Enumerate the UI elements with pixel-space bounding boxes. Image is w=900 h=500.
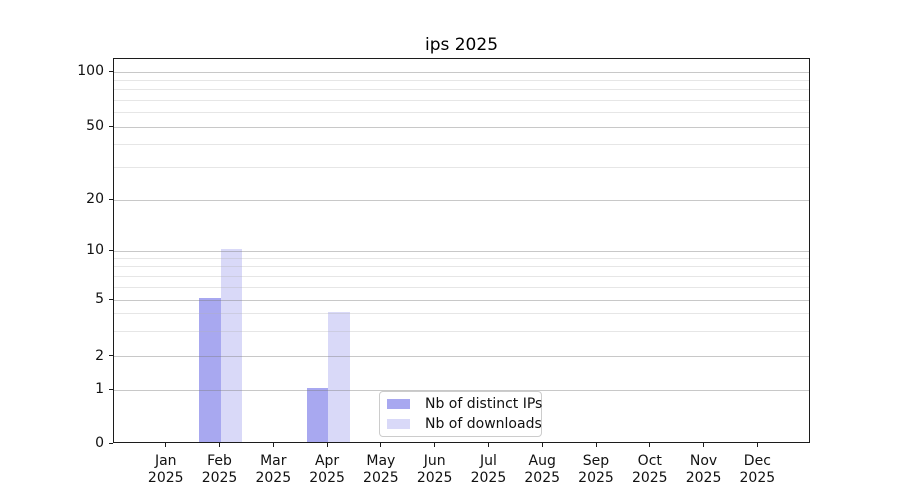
y-tick-mark bbox=[109, 298, 113, 300]
y-tick-label: 1 bbox=[95, 381, 104, 398]
y-tick-label: 50 bbox=[86, 118, 104, 135]
x-tick-mark bbox=[380, 443, 382, 447]
legend-row: Nb of distinct IPs bbox=[387, 396, 542, 413]
major-gridline bbox=[114, 356, 809, 358]
y-tick-label: 0 bbox=[95, 435, 104, 451]
y-tick-label: 5 bbox=[95, 291, 104, 307]
y-tick-label: 100 bbox=[77, 63, 104, 80]
x-tick-mark bbox=[541, 443, 543, 447]
minor-gridline bbox=[114, 313, 809, 315]
x-tick-label: May 2025 bbox=[363, 453, 399, 486]
legend-swatch bbox=[387, 399, 410, 410]
y-tick-mark bbox=[109, 70, 113, 72]
chart-title: ips 2025 bbox=[424, 35, 499, 55]
x-tick-mark bbox=[219, 443, 221, 447]
minor-gridline bbox=[114, 80, 809, 82]
minor-gridline bbox=[114, 167, 809, 169]
x-tick-mark bbox=[756, 443, 758, 447]
x-tick-mark bbox=[165, 443, 167, 447]
y-tick-mark bbox=[109, 388, 113, 390]
legend-label: Nb of downloads bbox=[425, 415, 542, 432]
y-tick-mark bbox=[109, 442, 113, 444]
legend-label: Nb of distinct IPs bbox=[425, 396, 543, 413]
x-tick-mark bbox=[649, 443, 651, 447]
x-tick-label: Jan 2025 bbox=[147, 453, 184, 486]
x-tick-mark bbox=[434, 443, 436, 447]
minor-gridline bbox=[114, 331, 809, 333]
minor-gridline bbox=[114, 275, 809, 277]
legend-row: Nb of downloads bbox=[387, 416, 542, 433]
x-tick-label: Jun 2025 bbox=[416, 453, 453, 486]
x-tick-label: Jul 2025 bbox=[470, 453, 507, 486]
y-tick-mark bbox=[109, 125, 113, 127]
y-tick-label: 20 bbox=[86, 191, 104, 208]
major-gridline bbox=[114, 71, 809, 73]
major-gridline bbox=[114, 199, 809, 201]
x-tick-mark bbox=[272, 443, 274, 447]
y-tick-label: 2 bbox=[95, 347, 104, 364]
x-tick-mark bbox=[595, 443, 597, 447]
minor-gridline bbox=[114, 100, 809, 101]
y-tick-mark bbox=[109, 249, 113, 251]
minor-gridline bbox=[114, 266, 809, 268]
x-tick-mark bbox=[487, 443, 489, 447]
x-tick-label: Oct 2025 bbox=[631, 453, 668, 486]
major-gridline bbox=[114, 389, 809, 391]
x-tick-mark bbox=[326, 443, 328, 447]
x-tick-label: Dec 2025 bbox=[739, 453, 776, 486]
bar-downloads bbox=[220, 249, 243, 442]
major-gridline bbox=[114, 126, 809, 128]
major-gridline bbox=[114, 250, 809, 252]
x-tick-label: Sep 2025 bbox=[578, 453, 614, 486]
minor-gridline bbox=[114, 286, 809, 288]
y-tick-mark bbox=[109, 355, 113, 357]
y-tick-label: 10 bbox=[86, 242, 104, 259]
major-gridline bbox=[114, 299, 809, 301]
minor-gridline bbox=[114, 144, 809, 146]
x-tick-label: Apr 2025 bbox=[309, 453, 345, 486]
minor-gridline bbox=[114, 258, 809, 260]
legend-swatch bbox=[387, 418, 410, 429]
x-tick-label: Mar 2025 bbox=[255, 453, 292, 486]
minor-gridline bbox=[114, 89, 809, 91]
x-tick-label: Nov 2025 bbox=[685, 453, 722, 486]
x-tick-mark bbox=[703, 443, 705, 447]
x-tick-label: Aug 2025 bbox=[524, 453, 561, 486]
bar-distinct-ips bbox=[306, 388, 329, 442]
bar-downloads bbox=[328, 311, 350, 442]
legend: Nb of distinct IPs Nb of downloads bbox=[379, 391, 542, 437]
x-tick-label: Feb 2025 bbox=[201, 453, 238, 486]
y-tick-mark bbox=[109, 198, 113, 200]
minor-gridline bbox=[114, 112, 809, 114]
plot-area: Nb of distinct IPs Nb of downloads bbox=[113, 58, 810, 443]
bar-distinct-ips bbox=[199, 298, 221, 442]
